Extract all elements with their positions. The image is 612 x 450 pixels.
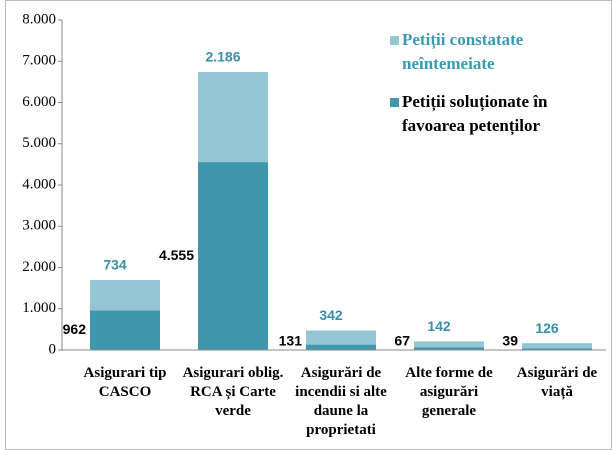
value-label: 142: [427, 318, 451, 334]
y-tick-label: 8.000: [22, 11, 56, 27]
value-label: 2.186: [205, 49, 240, 65]
value-label: 39: [502, 333, 518, 349]
x-tick-label: Asigurări de incendii si alte daune la p…: [295, 365, 387, 438]
bar-segment: [90, 280, 160, 311]
bar-segment: [414, 341, 484, 348]
value-label: 4.555: [159, 247, 194, 263]
bar-segment: [414, 347, 484, 350]
x-tick-label: Asigurari tip CASCO: [83, 365, 167, 400]
y-tick-label: 3.000: [22, 218, 56, 234]
legend-label: Petiții soluționate în favoarea petențil…: [402, 92, 548, 135]
y-tick-label: 0: [49, 341, 57, 357]
y-tick-label: 7.000: [22, 53, 56, 69]
y-tick-label: 6.000: [22, 94, 56, 110]
value-label: 962: [63, 321, 87, 337]
legend-swatch: [390, 98, 399, 107]
bar-segment: [306, 344, 376, 350]
bar-segment: [522, 343, 592, 349]
legend-swatch: [390, 36, 399, 45]
x-tick-label: Asigurări de viață: [516, 365, 598, 400]
y-tick-label: 4.000: [22, 176, 56, 192]
value-label: 734: [103, 257, 127, 273]
value-label: 342: [319, 307, 343, 323]
bar-segment: [306, 330, 376, 345]
value-label: 67: [394, 333, 410, 349]
value-label: 126: [535, 320, 559, 336]
bar-segment: [198, 71, 268, 163]
value-label: 131: [279, 333, 303, 349]
bar-segment: [522, 348, 592, 350]
x-tick-label: Alte forme de asigurări generale: [405, 365, 493, 419]
legend-label: Petiții constatate neîntemeiate: [402, 30, 524, 73]
x-tick-label: Asigurari oblig. RCA și Carte verde: [182, 365, 284, 419]
bar-segment: [90, 310, 160, 350]
y-tick-label: 2.000: [22, 259, 56, 275]
y-tick-label: 5.000: [22, 135, 56, 151]
bar-segment: [198, 162, 268, 350]
y-tick-label: 1.000: [22, 300, 56, 316]
